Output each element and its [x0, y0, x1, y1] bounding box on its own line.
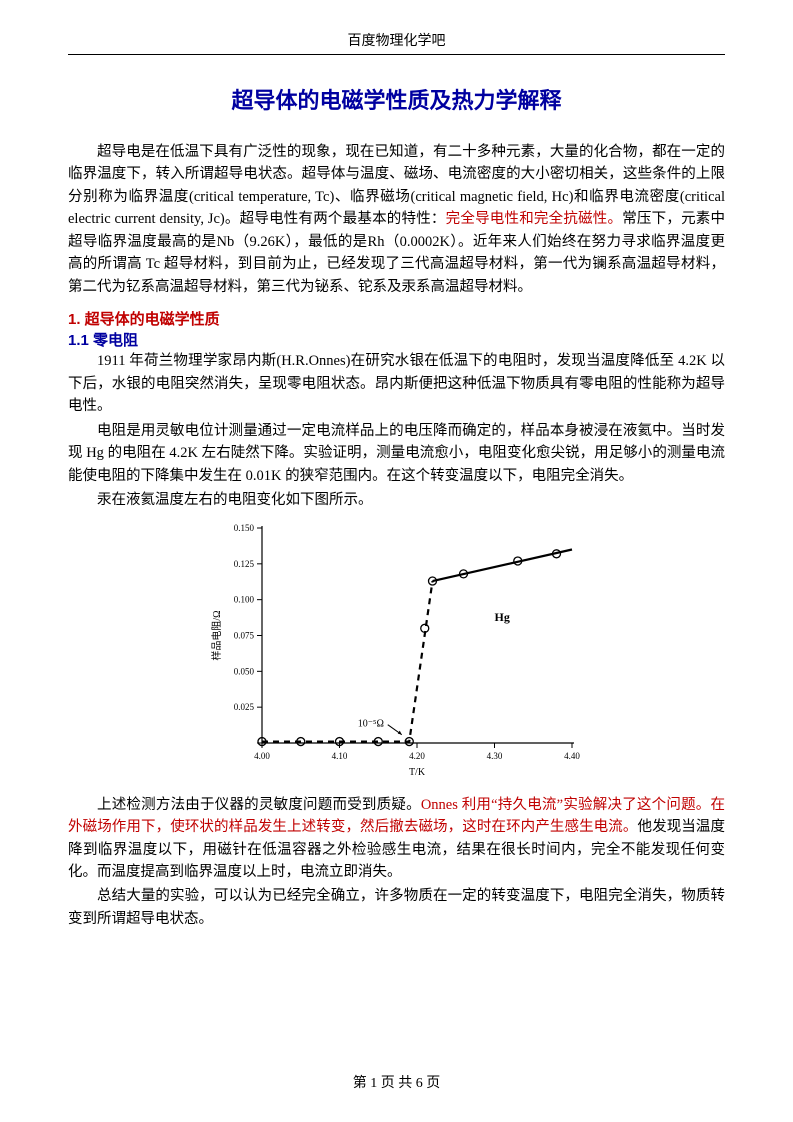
svg-text:0.150: 0.150 — [233, 523, 254, 533]
svg-text:0.050: 0.050 — [233, 666, 254, 676]
main-title: 超导体的电磁学性质及热力学解释 — [68, 83, 725, 115]
svg-text:4.10: 4.10 — [331, 751, 347, 761]
p4-text-a: 上述检测方法由于仪器的灵敏度问题而受到质疑。 — [97, 797, 421, 813]
svg-text:Hg: Hg — [494, 610, 509, 624]
page-footer: 第 1 页 共 6 页 — [0, 1072, 793, 1092]
section-1-1-heading: 1.1 零电阻 — [68, 329, 725, 350]
page: 百度物理化学吧 超导体的电磁学性质及热力学解释 超导电是在低温下具有广泛性的现象… — [0, 0, 793, 1122]
svg-text:4.30: 4.30 — [486, 751, 502, 761]
svg-text:4.00: 4.00 — [254, 751, 270, 761]
section-1-heading: 1. 超导体的电磁学性质 — [68, 308, 725, 329]
intro-emphasis: 完全导电性和完全抗磁性。 — [446, 211, 623, 227]
svg-text:0.125: 0.125 — [233, 558, 254, 568]
svg-text:样品电阻/Ω: 样品电阻/Ω — [210, 610, 223, 660]
section-1-1-p5: 总结大量的实验，可以认为已经完全确立，许多物质在一定的转变温度下，电阻完全消失，… — [68, 885, 725, 930]
section-1-1-p3: 汞在液氦温度左右的电阻变化如下图所示。 — [68, 489, 725, 511]
figure-hg-resistance: 4.00 4.10 4.20 4.30 4.40 0.025 0.050 0.075 0.100… — [68, 518, 725, 788]
svg-text:0.025: 0.025 — [233, 702, 254, 712]
section-1-1-p2: 电阻是用灵敏电位计测量通过一定电流样品上的电压降而确定的，样品本身被浸在液氦中。… — [68, 420, 725, 487]
intro-paragraph: 超导电是在低温下具有广泛性的现象，现在已知道，有二十多种元素，大量的化合物，都在… — [68, 141, 725, 298]
svg-text:4.20: 4.20 — [409, 751, 425, 761]
section-1-1-p4: 上述检测方法由于仪器的灵敏度问题而受到质疑。Onnes 利用“持久电流”实验解决… — [68, 794, 725, 884]
section-1-1-p1: 1911 年荷兰物理学家昂内斯(H.R.Onnes)在研究水银在低温下的电阻时，… — [68, 350, 725, 417]
chart-svg: 4.00 4.10 4.20 4.30 4.40 0.025 0.050 0.075 0.100… — [202, 518, 592, 783]
svg-text:10⁻⁵Ω: 10⁻⁵Ω — [357, 718, 383, 729]
svg-text:0.075: 0.075 — [233, 630, 254, 640]
svg-text:T/K: T/K — [408, 767, 425, 778]
header-source: 百度物理化学吧 — [68, 30, 725, 55]
svg-text:4.40: 4.40 — [564, 751, 580, 761]
svg-text:0.100: 0.100 — [233, 594, 254, 604]
